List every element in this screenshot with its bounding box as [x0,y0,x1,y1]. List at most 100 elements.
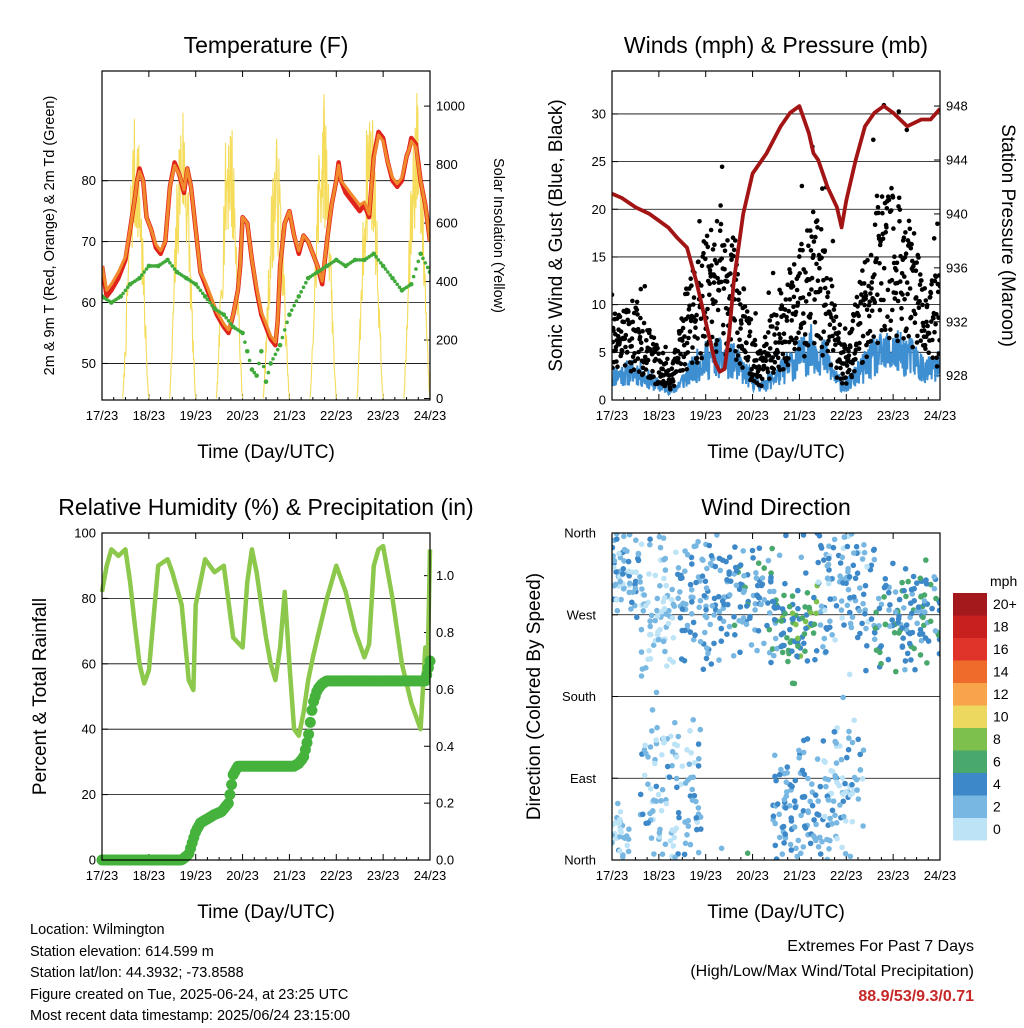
gust-point [688,318,694,324]
gust-point [636,349,641,355]
direction-point [683,601,689,607]
gust-point [933,322,938,327]
gust-point [885,314,890,320]
direction-point [661,605,668,612]
gust-point [680,325,686,331]
direction-point [796,755,802,761]
dewpoint-point [301,285,306,290]
gust-point [707,281,712,287]
gust-point [705,306,710,312]
direction-point [845,586,852,593]
direction-point [841,534,848,540]
gust-point [827,322,833,328]
pressure-line [612,104,940,374]
direction-point [864,643,870,649]
direction-point [813,648,820,654]
gust-point [901,336,906,341]
direction-point [768,579,774,585]
gust-point [886,197,892,203]
gust-point [829,283,835,289]
gust-point [914,340,920,345]
gust-point [702,334,707,339]
direction-point [787,841,794,848]
direction-point [788,847,795,853]
direction-point [838,598,845,604]
direction-point [703,655,710,662]
gust-point [836,330,841,336]
gust-point [889,277,895,283]
direction-point [699,556,705,563]
gust-point [811,252,816,258]
gust-point [684,367,689,372]
direction-point [663,611,670,617]
dewpoint-point [285,320,289,325]
gust-point [678,361,684,367]
dewpoint-point [165,258,170,262]
gust-point [877,307,883,313]
x-axis-label: Time (Day/UTC) [707,902,845,923]
direction-point [673,775,680,782]
gust-point [708,227,714,233]
gust-point [796,330,801,336]
direction-point [689,599,695,605]
y2-tick-label: 936 [946,260,968,275]
direction-point [784,789,790,795]
dewpoint-point [257,361,261,366]
direction-point [824,856,831,860]
direction-point [754,592,760,598]
direction-point [654,607,660,614]
x-tick-label: 23/23 [367,868,400,883]
direction-point [781,592,787,599]
direction-point [624,842,630,849]
gust-point [721,242,727,248]
direction-point [799,615,806,621]
direction-point [654,724,660,731]
direction-point [643,602,649,609]
direction-point [704,645,710,651]
direction-point [753,570,759,576]
gust-point [920,302,925,308]
direction-point [755,628,762,634]
precip-point [306,704,318,716]
gust-point [612,339,615,345]
gust-point [868,338,874,344]
gust-point [686,307,692,312]
direction-point [821,635,828,642]
colorbar-label: 18 [993,619,1009,635]
direction-point [899,644,906,650]
dewpoint-point [168,261,172,265]
direction-point [904,650,911,657]
direction-point [842,850,849,857]
gust-point [833,314,839,320]
direction-point [647,618,653,624]
colorbar-label: 14 [993,664,1009,680]
gust-point [693,325,698,331]
direction-point [857,751,863,758]
gust-point [713,349,719,354]
gust-point [918,338,923,344]
direction-point [676,814,682,821]
dewpoint-point [196,285,200,290]
gust-point [844,381,849,386]
direction-point [687,841,694,848]
direction-point [769,646,776,652]
gust-point [698,351,703,356]
temp-9m-line [102,133,430,344]
direction-point [753,575,760,581]
direction-point [840,798,847,805]
direction-point [772,842,779,849]
gust-point [656,351,661,357]
gust-point [739,321,744,326]
direction-point [681,851,688,858]
y-tick-label: 80 [82,173,96,188]
dewpoint-point [250,367,254,372]
gust-point [781,367,786,372]
direction-point [758,582,765,589]
gust-point [866,302,872,308]
gust-point [931,236,937,241]
direction-point [842,818,849,824]
direction-point [699,573,706,579]
direction-point [625,848,632,855]
gust-point [622,336,628,342]
gust-point [923,346,928,352]
